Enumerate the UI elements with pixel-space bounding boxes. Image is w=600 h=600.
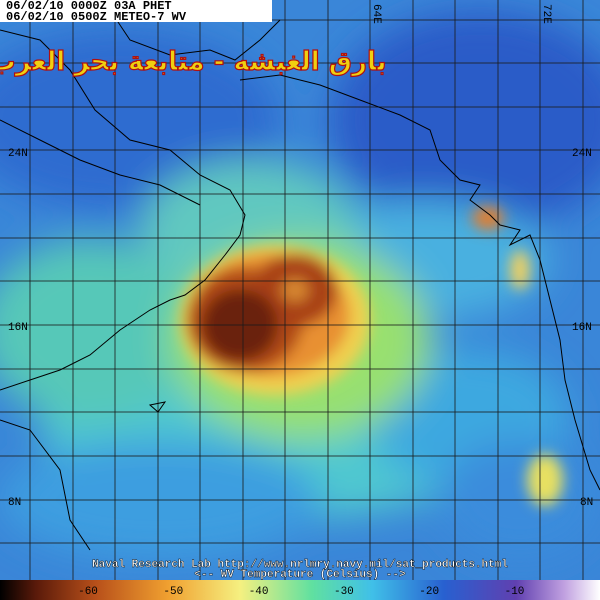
lat-label: 16N [572,322,592,334]
lat-label: 8N [580,497,593,509]
colorbar [0,580,600,600]
colorbar-tick-label: -10 [505,586,525,598]
header-line: 06/02/10 0000Z 03A PHET [6,0,172,13]
lat-label: 8N [8,497,21,509]
header-box: 06/02/10 0000Z 03A PHET 06/02/10 0500Z M… [0,0,272,24]
header-line: 06/02/10 0500Z METEO-7 WV [6,10,187,24]
colorbar-tick-label: -40 [249,586,269,598]
colorbar-tick-label: -50 [163,586,183,598]
legend-title: <-- WV Temperature (Celsius) --> [194,569,406,581]
colorbar-tick-label: -20 [419,586,439,598]
overlay-title: بارق الغبشه - متابعة بحر العرب [0,47,386,77]
water-vapor-imagery [0,0,600,580]
colorbar-tick-label: -60 [78,586,98,598]
footer-credit: Naval Research Lab http://www.nrlmry.nav… [92,559,508,571]
lon-label: 64E [370,4,382,24]
lat-lon-grid [0,0,600,580]
lat-label: 16N [8,322,28,334]
colorbar-tick-label: -30 [334,586,354,598]
lat-label: 24N [572,148,592,160]
lon-label: 72E [540,4,552,24]
lat-label: 24N [8,148,28,160]
